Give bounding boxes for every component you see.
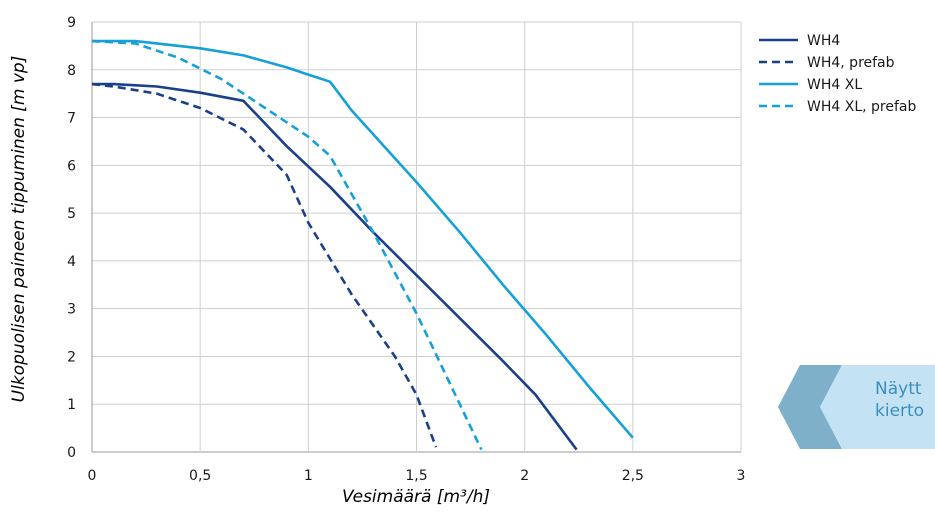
x-tick-label: 3: [737, 468, 746, 484]
legend: WH4 WH4, prefab WH4 XL WH4 XL, prefab: [759, 33, 916, 115]
x-tick-label: 2,5: [622, 468, 644, 484]
y-tick-label: 5: [67, 206, 76, 222]
x-tick-label: 0: [88, 468, 97, 484]
y-axis-title: Ulkopuolisen paineen tippuminen [m vp]: [9, 56, 29, 403]
x-axis-title: Vesimäärä [m³/h]: [342, 487, 490, 507]
y-tick-label: 6: [67, 158, 76, 174]
legend-label: WH4 XL, prefab: [807, 99, 916, 115]
legend-label: WH4 XL: [807, 77, 862, 93]
y-tick-label: 4: [67, 254, 76, 270]
y-tick-label: 8: [67, 63, 76, 79]
series-line: [92, 39, 634, 439]
y-tick-labels: 0 1 2 3 4 5 6 7 8 9: [67, 15, 76, 461]
y-tick-label: 2: [67, 349, 76, 365]
x-tick-label: 2: [520, 468, 529, 484]
series-line: [91, 82, 438, 448]
series-line: [91, 39, 483, 451]
y-tick-label: 9: [67, 15, 76, 31]
callout-text: Näytt kierto: [875, 378, 924, 422]
legend-label: WH4: [807, 33, 840, 49]
x-tick-labels: 0 0,5 1 1,5 2 2,5 3: [88, 468, 746, 484]
callout-line-1: Näytt: [875, 379, 922, 399]
callout-chevron-dark: [778, 365, 842, 449]
y-tick-label: 7: [67, 111, 76, 127]
callout-body: [820, 365, 935, 449]
data-series: [91, 39, 634, 451]
legend-label: WH4, prefab: [807, 55, 895, 71]
x-tick-label: 0,5: [189, 468, 211, 484]
grid-lines: [91, 21, 742, 453]
series-line: [92, 82, 578, 451]
y-tick-label: 3: [67, 302, 76, 318]
callout-banner: [778, 365, 935, 449]
y-tick-label: 1: [67, 397, 76, 413]
y-tick-label: 0: [67, 445, 76, 461]
callout-line-2: kierto: [875, 401, 925, 421]
x-tick-label: 1,5: [405, 468, 427, 484]
x-tick-label: 1: [304, 468, 313, 484]
